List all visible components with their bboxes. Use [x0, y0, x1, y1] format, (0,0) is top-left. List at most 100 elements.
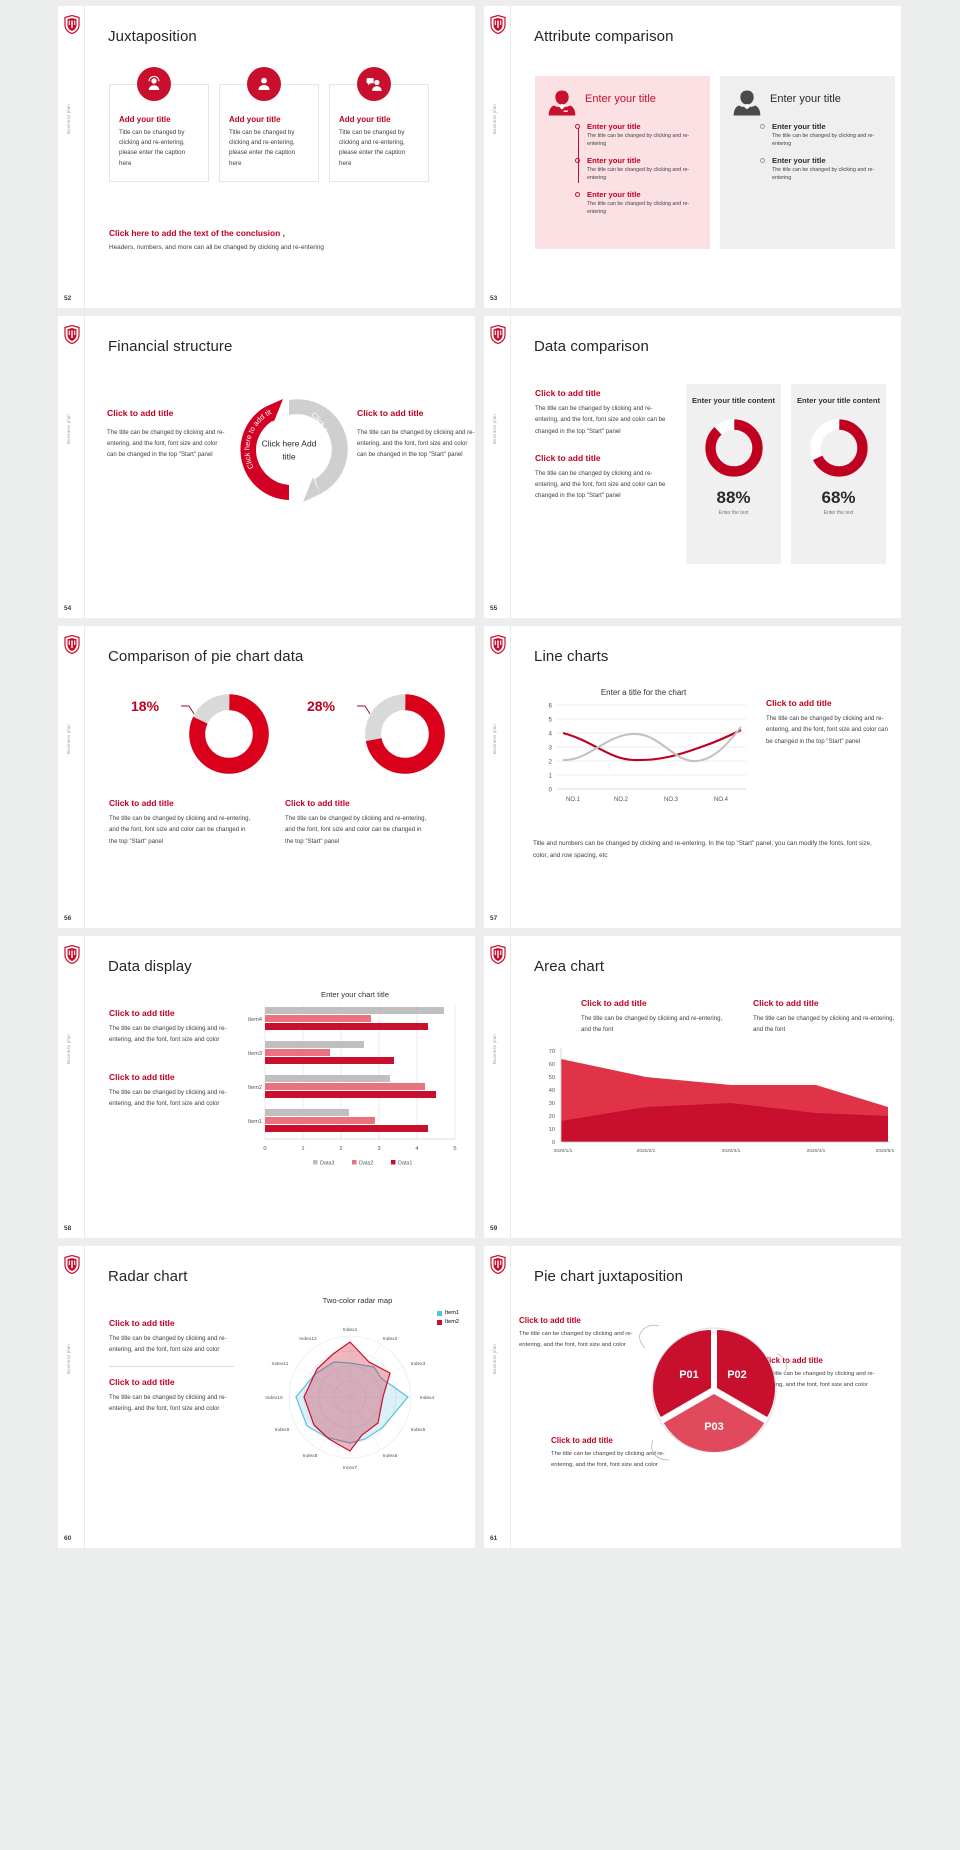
text-block[interactable]: Click to add title The title can be chan…	[109, 1377, 239, 1415]
shield-logo-icon	[64, 1255, 80, 1274]
slide-56[interactable]: Business plan 56 Comparison of pie chart…	[58, 626, 475, 928]
rail-label: Business plan	[492, 414, 497, 444]
donut-text-left[interactable]: Click to add title The title can be chan…	[109, 798, 254, 847]
chart-title: Enter your chart title	[321, 990, 389, 999]
donut-card[interactable]: Enter your title content 88% Enter the t…	[686, 384, 781, 564]
rail-label: Business plan	[66, 414, 71, 444]
donut-card[interactable]: Enter your title content 68% Enter the t…	[791, 384, 886, 564]
donut-text-right[interactable]: Click to add title The title can be chan…	[285, 798, 430, 847]
slide-55[interactable]: Business plan 55 Data comparison Click t…	[484, 316, 901, 618]
x-tick: 2020/3/1	[722, 1148, 741, 1154]
timeline-dot	[760, 157, 765, 163]
shield-logo-icon	[490, 15, 506, 34]
block-body: The title can be changed by clicking and…	[109, 1335, 227, 1354]
page-number: 54	[64, 605, 72, 612]
headset-person-icon	[137, 67, 171, 101]
card-wrapper[interactable]: Add your title Title can be changed by c…	[329, 67, 429, 182]
card-title: Add your title	[119, 115, 171, 124]
line-chart[interactable]: Enter a title for the chart 6 5 4 3 2 1	[531, 688, 756, 823]
block-body: The title can be changed by clicking and…	[109, 1025, 227, 1044]
text-block-top-left[interactable]: Click to add title The title can be chan…	[519, 1316, 639, 1350]
block-heading: Click to add title	[535, 452, 601, 463]
legend-item: Data3	[320, 1161, 334, 1167]
cycle-diagram[interactable]: Click here to add title Click here to ad…	[223, 379, 353, 514]
left-text-block[interactable]: Click to add title The title can be chan…	[107, 406, 225, 461]
list-item[interactable]: Enter your title The title can be change…	[575, 122, 700, 149]
x-tick: NO.2	[614, 797, 629, 803]
slide-59[interactable]: Business plan 59 Area chart Click to add…	[484, 936, 901, 1238]
slide-52[interactable]: Business plan 52 Juxtaposition Add your …	[58, 6, 475, 308]
block-body: The title can be changed by clicking and…	[761, 1371, 875, 1388]
person-icon	[247, 67, 281, 101]
slide-57[interactable]: Business plan 57 Line charts Enter a tit…	[484, 626, 901, 928]
item-body: The title can be changed by clicking and…	[587, 166, 690, 182]
text-block-bottom-left[interactable]: Click to add title The title can be chan…	[551, 1436, 671, 1470]
block-body: The title can be changed by clicking and…	[357, 428, 475, 459]
block-heading: Click to add title	[285, 798, 350, 808]
donut-chart-28	[365, 694, 445, 774]
page-number: 56	[64, 915, 72, 922]
shield-logo-icon	[490, 1255, 506, 1274]
slide-60[interactable]: Business plan 60 Radar chart Click to ad…	[58, 1246, 475, 1548]
text-block-right[interactable]: Click to add title The title can be chan…	[761, 1356, 881, 1390]
page-number: 59	[490, 1225, 498, 1232]
slide-title: Line charts	[534, 648, 609, 665]
list-item[interactable]: Enter your title The title can be change…	[575, 190, 700, 217]
cycle-arrows: Click here to add title Click here to ad…	[223, 379, 348, 502]
shield-logo-icon	[64, 635, 80, 654]
heading-row: Click to add title The title can be chan…	[581, 998, 901, 1036]
text-block[interactable]: Click to add title The title can be chan…	[581, 998, 731, 1036]
item-body: The title can be changed by clicking and…	[587, 133, 690, 148]
card-title: Enter your title content	[796, 396, 881, 405]
x-tick: 2020/1/1	[554, 1148, 573, 1154]
timeline-dot	[575, 124, 580, 129]
right-text-block[interactable]: Click to add title The title can be chan…	[357, 406, 475, 461]
text-block[interactable]: Click to add title The title can be chan…	[109, 1008, 234, 1046]
panel-list: Enter your title The title can be change…	[760, 122, 885, 183]
axis-label: Index11	[271, 1361, 288, 1367]
text-block[interactable]: Click to add title The title can be chan…	[753, 998, 901, 1036]
panel-list: Enter your title The title can be change…	[575, 122, 700, 217]
y-tick: 30	[549, 1101, 555, 1107]
attribute-panel-left[interactable]: Enter your title Enter your title The ti…	[535, 76, 710, 249]
right-text-block[interactable]: Click to add title The title can be chan…	[766, 698, 891, 747]
block-body: The title can be changed by clicking and…	[109, 1088, 227, 1107]
text-block[interactable]: Click to add title The title can be chan…	[535, 388, 675, 437]
block-body: The title can be changed by clicking and…	[551, 1451, 665, 1468]
x-tick: 0	[263, 1146, 266, 1152]
person-chat-icon	[357, 67, 391, 101]
panel-heading: Enter your title	[770, 93, 841, 105]
card-title: Add your title	[339, 115, 391, 124]
text-block[interactable]: Click to add title The title can be chan…	[109, 1318, 239, 1356]
text-block[interactable]: Click to add title The title can be chan…	[535, 453, 675, 502]
bar-chart[interactable]: Enter your chart title	[235, 990, 475, 1180]
rail-label: Business plan	[66, 724, 71, 754]
slide-title: Juxtaposition	[108, 28, 197, 45]
pie-chart-juxtaposition[interactable]: P01 P02 P03	[639, 1314, 789, 1474]
attribute-panel-right[interactable]: Enter your title Enter your title The ti…	[720, 76, 895, 249]
legend-label: Item1	[445, 1310, 459, 1316]
list-item[interactable]: Enter your title The title can be change…	[760, 156, 885, 183]
text-block[interactable]: Click to add title The title can be chan…	[109, 1072, 234, 1110]
slice-label: P01	[679, 1369, 699, 1381]
conclusion-title: Click here to add the text of the conclu…	[109, 228, 285, 238]
card-wrapper[interactable]: Add your title Title can be changed by c…	[109, 67, 209, 182]
slide-58[interactable]: Business plan 58 Data display Click to a…	[58, 936, 475, 1238]
list-item[interactable]: Enter your title The title can be change…	[575, 156, 700, 183]
shield-logo-icon	[490, 325, 506, 344]
card-title: Add your title	[229, 115, 281, 124]
y-tick: 40	[549, 1088, 555, 1094]
area-chart[interactable]: 70 60 50 40 30 20 10 0 2020/1/1	[533, 1044, 901, 1179]
list-item[interactable]: Enter your title The title can be change…	[760, 122, 885, 149]
slide-title: Area chart	[534, 958, 605, 975]
x-tick: 4	[415, 1146, 419, 1152]
slide-61[interactable]: Business plan 61 Pie chart juxtaposition…	[484, 1246, 901, 1548]
text-blocks: Click to add title The title can be chan…	[109, 1318, 239, 1414]
card-wrapper[interactable]: Add your title Title can be changed by c…	[219, 67, 319, 182]
slide-53[interactable]: Business plan 53 Attribute comparison En…	[484, 6, 901, 308]
y-tick: Item1	[248, 1119, 262, 1125]
block-heading: Click to add title	[551, 1436, 613, 1445]
axis-label: Index9	[275, 1427, 290, 1433]
radar-chart[interactable]: Two-color radar map Item1 Item2	[250, 1296, 465, 1496]
slide-54[interactable]: Business plan 54 Financial structure Cli…	[58, 316, 475, 618]
